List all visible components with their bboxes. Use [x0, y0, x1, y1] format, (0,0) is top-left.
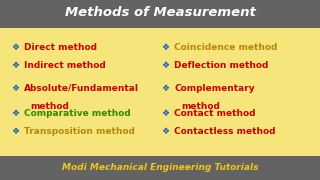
Text: ❖: ❖ [11, 43, 19, 52]
Text: Coincidence method: Coincidence method [174, 43, 278, 52]
Text: Comparative method: Comparative method [24, 109, 131, 118]
Text: Methods of Measurement: Methods of Measurement [65, 6, 255, 19]
Text: Contact method: Contact method [174, 109, 256, 118]
Bar [0, 156, 320, 180]
Text: ❖: ❖ [11, 61, 19, 70]
Text: Direct method: Direct method [24, 43, 97, 52]
Text: Absolute/Fundamental: Absolute/Fundamental [24, 84, 139, 93]
Text: Complementary: Complementary [174, 84, 255, 93]
Text: ❖: ❖ [162, 109, 170, 118]
Text: ❖: ❖ [162, 43, 170, 52]
Text: ❖: ❖ [162, 84, 170, 93]
Text: ❖: ❖ [11, 127, 19, 136]
Text: Indirect method: Indirect method [24, 61, 106, 70]
Text: Transposition method: Transposition method [24, 127, 135, 136]
Text: ❖: ❖ [11, 109, 19, 118]
Text: ❖: ❖ [162, 61, 170, 70]
Text: ❖: ❖ [11, 84, 19, 93]
Text: Modi Mechanical Engineering Tutorials: Modi Mechanical Engineering Tutorials [62, 163, 258, 172]
Text: method: method [30, 102, 69, 111]
Text: ❖: ❖ [162, 127, 170, 136]
Text: Contactless method: Contactless method [174, 127, 276, 136]
Text: Deflection method: Deflection method [174, 61, 269, 70]
Text: method: method [181, 102, 220, 111]
Bar [0, 0, 320, 28]
